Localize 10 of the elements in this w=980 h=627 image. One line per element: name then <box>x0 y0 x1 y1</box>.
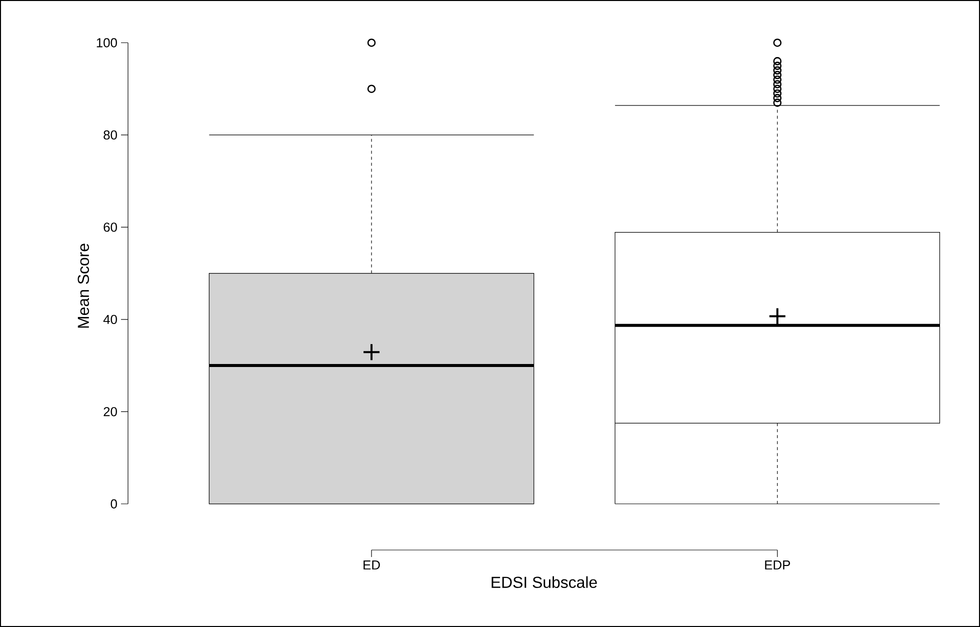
y-tick-label: 20 <box>104 407 117 416</box>
x-axis-title: EDSI Subscale <box>492 576 597 588</box>
y-tick-label: 100 <box>96 38 117 48</box>
y-tick-label: 80 <box>104 130 117 140</box>
x-tick-label: EDP <box>765 560 790 570</box>
y-tick-label: 40 <box>103 314 117 324</box>
x-tick-label: ED <box>364 560 380 570</box>
y-tick-label: 60 <box>104 222 117 232</box>
y-tick-label: 0 <box>110 499 117 508</box>
y-axis-title: Mean Score <box>78 244 90 328</box>
